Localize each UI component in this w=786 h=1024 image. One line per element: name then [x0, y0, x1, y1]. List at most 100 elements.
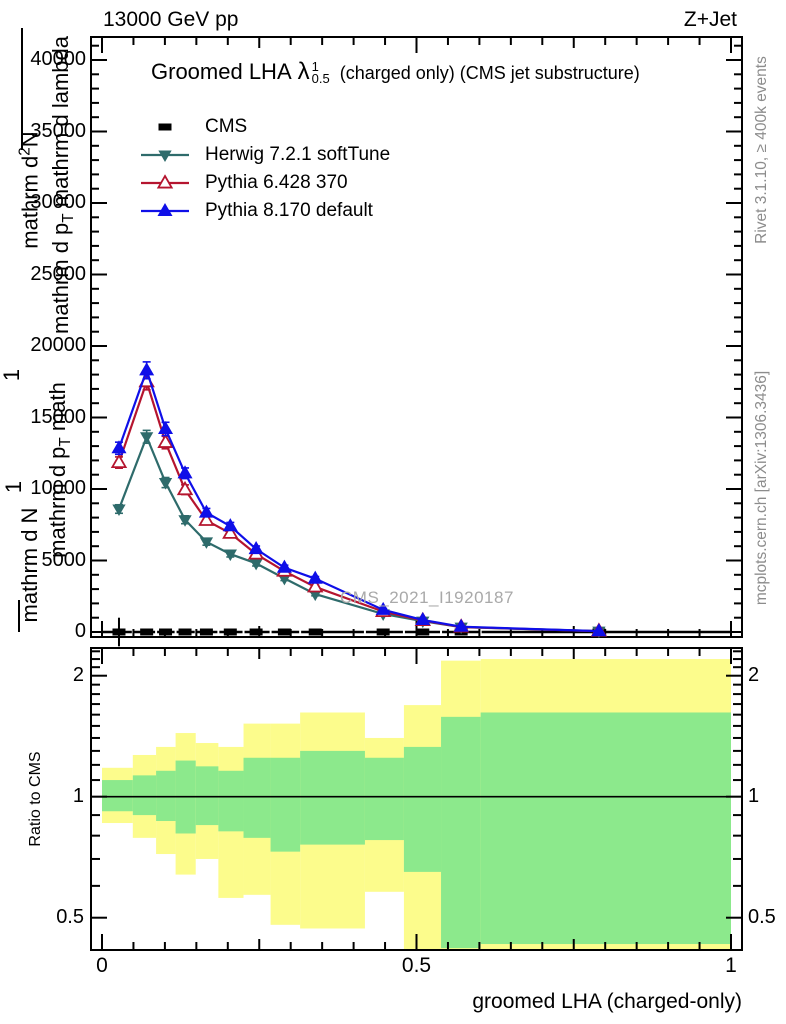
cms-data-marker	[249, 628, 263, 636]
legend-label-herwig: Herwig 7.2.1 softTune	[205, 144, 391, 165]
triangle-up-marker	[158, 420, 174, 434]
x-axis-label: groomed LHA (charged-only)	[472, 990, 742, 1013]
legend-row-pythia6: Pythia 6.428 370	[139, 169, 390, 197]
main-y-tick-label: 10000	[30, 477, 86, 499]
x-tick-label: 0	[96, 954, 108, 977]
triangle-up-open-marker	[222, 524, 239, 539]
uncertainty-band-stat	[102, 780, 133, 812]
cms-data-marker	[416, 628, 430, 636]
legend-row-pythia8: Pythia 8.170 default	[139, 197, 390, 225]
triangle-up-open-marker	[198, 511, 215, 526]
ratio-y-tick-label-left: 2	[72, 663, 84, 686]
uncertainty-band-stat	[441, 716, 481, 949]
triangle-up-marker	[591, 623, 607, 637]
analysis-id-watermark: CMS_2021_I1920187	[340, 588, 514, 607]
plot-title: Groomed LHA λ 1 0.5 (charged only) (CMS jet …	[151, 58, 640, 86]
triangle-up-open-marker	[156, 174, 174, 189]
triangle-down-marker	[223, 549, 237, 562]
triangle-up-marker	[248, 541, 264, 555]
ratio-y-tick-label-right: 2	[748, 663, 760, 686]
uncertainty-band-stat	[300, 750, 365, 845]
triangle-up-marker	[177, 465, 193, 479]
triangle-down-marker	[158, 478, 173, 490]
triangle-down-marker	[308, 589, 322, 602]
triangle-down-marker	[277, 573, 292, 586]
triangle-up-marker	[198, 504, 214, 518]
cms-marker-icon	[158, 123, 172, 131]
uncertainty-band-stat	[195, 766, 219, 826]
x-tick-label: 0.5	[401, 954, 432, 977]
process-label: Z+Jet	[683, 8, 737, 31]
cms-data-marker	[376, 628, 390, 636]
ratio-frame	[90, 647, 743, 951]
triangle-down-marker	[112, 504, 126, 517]
main-y-tick-label: 35000	[30, 119, 86, 142]
beam-energy-label: 13000 GeV pp	[103, 8, 239, 31]
pythia8-marker-icon	[141, 202, 189, 217]
triangle-up-open-marker	[110, 453, 128, 468]
main-frame	[90, 36, 743, 638]
uncertainty-band-stat	[480, 712, 731, 945]
triangle-down-marker	[158, 150, 172, 162]
mc-series	[111, 361, 607, 637]
pythia6-marker-icon	[141, 174, 189, 189]
legend-label-pythia6: Pythia 6.428 370	[205, 172, 348, 193]
cms-data-marker	[112, 628, 126, 636]
triangle-down-marker	[199, 537, 214, 549]
cms-data-marker	[223, 628, 237, 636]
uncertainty-band-stat	[132, 775, 157, 816]
cms-data-marker	[308, 628, 322, 636]
main-y-tick-label: 25000	[30, 262, 86, 285]
ylabel-fragment-dpt-dlambda: mathrm d pT mathrm d lambda	[47, 36, 78, 334]
main-y-tick-label: 40000	[30, 48, 86, 70]
triangle-up-marker	[111, 440, 127, 454]
legend-label-pythia8: Pythia 8.170 default	[205, 200, 373, 221]
triangle-up-open-marker	[176, 480, 194, 496]
ylabel-fragment-d2n: mathrm d2N	[16, 131, 43, 249]
ylabel-fragment-one-a: 1	[0, 368, 24, 382]
main-y-tick-label: 0	[74, 620, 86, 642]
main-y-tick-label: 20000	[30, 334, 86, 356]
uncertainty-band-stat	[403, 746, 442, 872]
cms-data-marker	[277, 628, 291, 636]
cms-data-marker	[199, 628, 213, 636]
legend-label-cms: CMS	[205, 116, 248, 137]
uncertainty-band-stat	[270, 757, 301, 852]
main-y-tick-label: 5000	[41, 548, 87, 571]
plot-title-suffix: (charged only) (CMS jet substructure)	[339, 63, 640, 83]
cms-data-series	[103, 617, 730, 647]
triangle-up-open-marker	[307, 578, 324, 593]
x-tick-label: 1	[725, 954, 737, 977]
cms-data-marker	[140, 628, 154, 636]
lambda-sub: 0.5	[311, 71, 330, 86]
triangle-up-marker	[276, 559, 292, 573]
lambda-symbol: λ	[297, 58, 310, 85]
triangle-up-marker	[157, 202, 173, 217]
rivet-version-note: Rivet 3.1.10, ≥ 400k events	[753, 56, 770, 244]
cms-data-marker	[178, 628, 192, 636]
triangle-up-marker	[453, 618, 469, 632]
main-y-tick-label: 30000	[30, 191, 86, 213]
mcplots-arxiv-note: mcplots.cern.ch [arXiv:1306.3436]	[753, 370, 770, 606]
lambda-exponents: 1 0.5	[311, 58, 330, 86]
triangle-up-marker	[415, 611, 431, 626]
herwig-marker-icon	[141, 150, 189, 162]
plot-title-main: Groomed LHA	[151, 59, 292, 84]
triangle-down-marker	[140, 432, 154, 444]
uncertainty-band-stat	[218, 770, 244, 832]
uncertainty-band-stat	[243, 757, 271, 838]
ratio-y-tick-label-left: 1	[72, 784, 84, 807]
ratio-bands	[102, 659, 731, 950]
legend: CMS Herwig 7.2.1 softTune Pythia 6.428 3…	[139, 113, 390, 225]
ratio-y-tick-label-right: 0.5	[748, 905, 776, 928]
triangle-down-marker	[249, 558, 263, 571]
ratio-y-tick-label-right: 1	[748, 784, 760, 807]
lambda-sup: 1	[311, 58, 319, 74]
cms-data-marker	[159, 628, 173, 636]
legend-row-cms: CMS	[139, 113, 390, 141]
triangle-down-marker	[178, 515, 192, 527]
triangle-up-marker	[139, 362, 155, 376]
triangle-up-marker	[375, 601, 391, 615]
